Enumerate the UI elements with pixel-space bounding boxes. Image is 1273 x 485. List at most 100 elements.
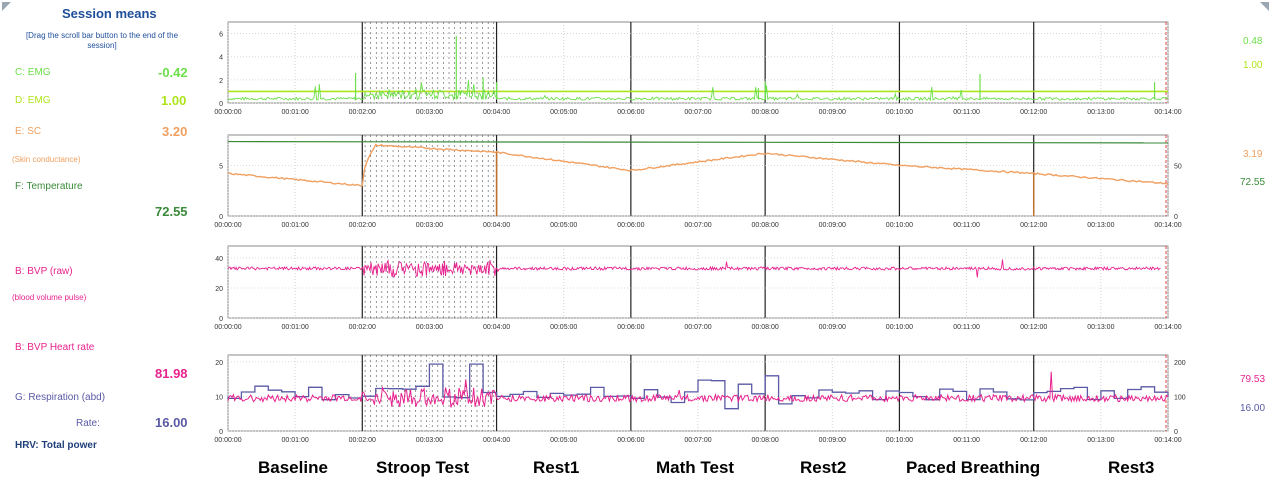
chart-panel-1: [227, 21, 1169, 104]
y-tick-label: 4: [219, 55, 223, 62]
time-tick-label: 00:00:00: [214, 437, 241, 444]
sc-mean-value: 3.20: [162, 124, 188, 139]
y2-tick-label: 100: [1174, 394, 1186, 401]
plot-frame: [227, 134, 1169, 217]
y2-tick-label: 200: [1174, 360, 1186, 367]
time-tick-label: 00:04:00: [483, 222, 510, 229]
time-tick-label: 00:04:00: [483, 437, 510, 444]
time-tick-label: 00:03:00: [416, 324, 443, 331]
time-tick-label: 00:06:00: [617, 109, 644, 116]
time-tick-label: 00:06:00: [617, 222, 644, 229]
emg-c-series: [227, 80, 1169, 102]
chart-panel-3: [227, 245, 1169, 319]
time-tick-label: 00:04:00: [483, 324, 510, 331]
time-tick-label: 00:11:00: [953, 437, 980, 444]
y-tick-label: 40: [215, 256, 223, 263]
time-tick-label: 00:12:00: [1020, 437, 1047, 444]
emg-d-mean-value: 1.00: [161, 93, 187, 108]
segment-label-stroop-test: Stroop Test: [376, 458, 470, 477]
time-tick-label: 00:10:00: [886, 109, 913, 116]
segment-label-paced-breathing: Paced Breathing: [906, 458, 1041, 477]
sc-label: E: SC: [15, 126, 42, 137]
time-tick-label: 00:01:00: [282, 109, 309, 116]
time-tick-label: 00:14:00: [1154, 437, 1181, 444]
time-tick-label: 00:06:00: [617, 437, 644, 444]
y-tick-label: 0: [219, 429, 223, 436]
corner-arrow-right-icon: [1260, 2, 1269, 11]
temperature-series: [227, 140, 1169, 144]
y2-tick-label: 50: [1174, 163, 1182, 170]
time-tick-label: 00:01:00: [282, 324, 309, 331]
y-tick-label: 0: [219, 214, 223, 221]
time-tick-label: 00:11:00: [953, 109, 980, 116]
time-tick-label: 00:12:00: [1020, 109, 1047, 116]
time-tick-label: 00:06:00: [617, 324, 644, 331]
time-tick-label: 00:05:00: [550, 109, 577, 116]
y2-tick-label: 0: [1174, 214, 1178, 221]
temperature-mean-value: 72.55: [155, 204, 188, 219]
time-tick-label: 00:14:00: [1154, 222, 1181, 229]
heart-rate-mean-value: 81.98: [155, 366, 188, 381]
time-tick-label: 00:03:00: [416, 109, 443, 116]
bvp-series: [227, 259, 1161, 278]
rate-current-value: 16.00: [1240, 403, 1266, 414]
time-tick-label: 00:07:00: [684, 437, 711, 444]
y2-tick-label: 0: [1174, 429, 1178, 436]
time-tick-label: 00:09:00: [819, 109, 846, 116]
time-tick-label: 00:00:00: [214, 222, 241, 229]
sc-sublabel: (Skin conductance): [12, 155, 81, 164]
emg-c-label: C: EMG: [15, 67, 51, 78]
time-tick-label: 00:07:00: [684, 109, 711, 116]
sc-current-value: 3.19: [1243, 149, 1263, 160]
temperature-current-value: 72.55: [1240, 177, 1266, 188]
scrollbar-instruction: [Drag the scroll bar button to the end o…: [25, 31, 179, 50]
time-tick-label: 00:05:00: [550, 222, 577, 229]
emg-d-current-value: 1.00: [1243, 60, 1263, 71]
segment-label-math-test: Math Test: [656, 458, 735, 477]
time-tick-label: 00:03:00: [416, 437, 443, 444]
time-tick-label: 00:13:00: [1087, 222, 1114, 229]
y-tick-label: 10: [215, 394, 223, 401]
time-tick-label: 00:02:00: [349, 222, 376, 229]
time-tick-label: 00:13:00: [1087, 109, 1114, 116]
time-tick-label: 00:03:00: [416, 222, 443, 229]
bvp-raw-label: B: BVP (raw): [15, 266, 73, 277]
time-tick-label: 00:02:00: [349, 437, 376, 444]
y-tick-label: 0: [219, 316, 223, 323]
time-tick-label: 00:09:00: [819, 222, 846, 229]
time-tick-label: 00:05:00: [550, 437, 577, 444]
segment-label-rest1: Rest1: [533, 458, 580, 477]
rate-label: Rate:: [76, 418, 100, 429]
time-tick-label: 00:10:00: [886, 222, 913, 229]
heart-rate-current-value: 79.53: [1240, 374, 1266, 385]
time-tick-label: 00:10:00: [886, 437, 913, 444]
time-tick-label: 00:05:00: [550, 324, 577, 331]
y-tick-label: 6: [219, 32, 223, 39]
y-tick-label: 0: [219, 101, 223, 108]
segment-label-baseline: Baseline: [258, 458, 328, 477]
plot-frame: [227, 354, 1169, 432]
bvp-sublabel: (blood volume pulse): [12, 293, 87, 302]
emg-c-current-value: 0.48: [1243, 36, 1263, 47]
time-tick-label: 00:11:00: [953, 324, 980, 331]
time-tick-label: 00:01:00: [282, 222, 309, 229]
respiration-label: G: Respiration (abd): [15, 392, 106, 403]
emg-d-label: D: EMG: [15, 95, 51, 106]
time-tick-label: 00:09:00: [819, 324, 846, 331]
y-tick-label: 2: [219, 78, 223, 85]
time-tick-label: 00:08:00: [752, 437, 779, 444]
segment-label-rest2: Rest2: [800, 458, 847, 477]
emg-c-mean-value: -0.42: [158, 65, 188, 80]
heart-rate-label: B: BVP Heart rate: [15, 342, 95, 353]
time-tick-label: 00:01:00: [282, 437, 309, 444]
time-tick-label: 00:00:00: [214, 109, 241, 116]
corner-arrow-left-icon: [2, 2, 11, 11]
y-tick-label: 20: [215, 286, 223, 293]
heart-rate-series: [227, 371, 1169, 408]
time-tick-label: 00:14:00: [1154, 324, 1181, 331]
time-tick-label: 00:04:00: [483, 109, 510, 116]
sc-series: [227, 143, 1169, 187]
time-tick-label: 00:12:00: [1020, 324, 1047, 331]
